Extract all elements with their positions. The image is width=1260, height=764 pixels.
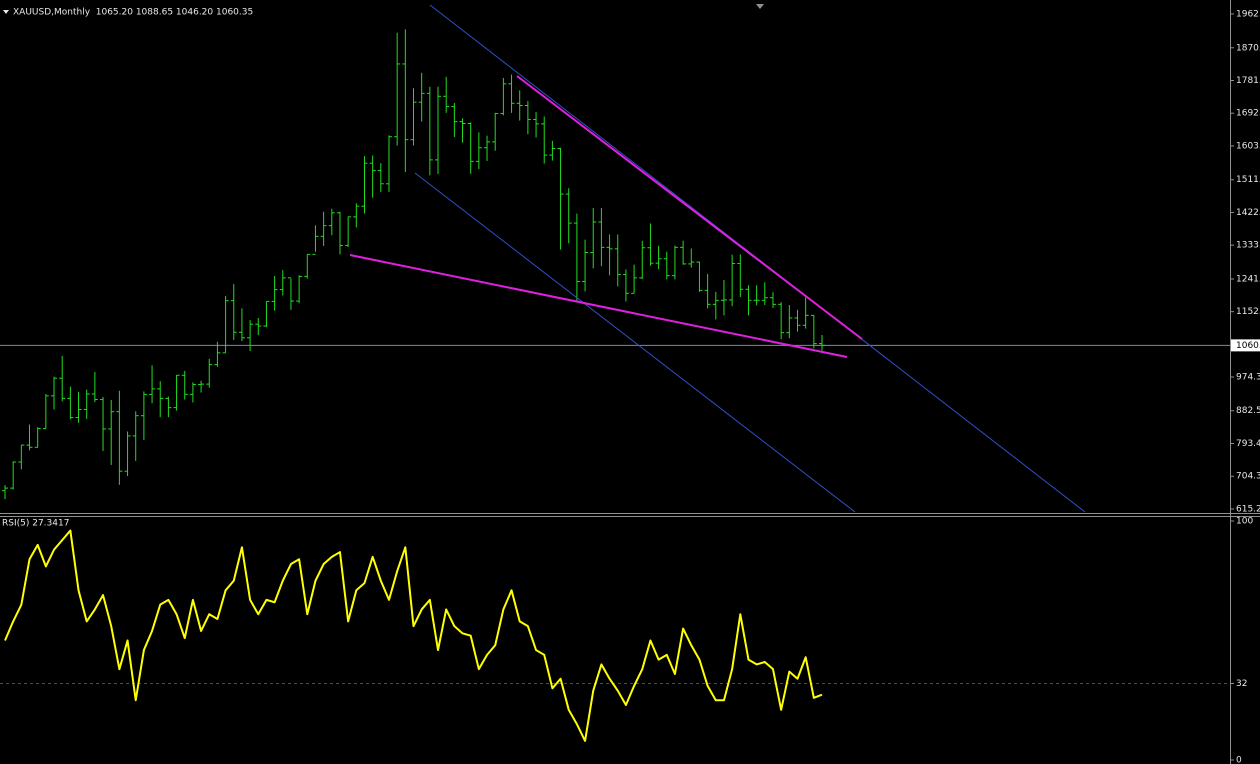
- price-marker: [1231, 339, 1260, 352]
- y-tick-label: 1422.: [1236, 208, 1260, 218]
- y-tick-label: 1781.: [1236, 76, 1260, 86]
- trend-objects: [349, 4, 1086, 513]
- y-tick-label: 1692.: [1236, 109, 1260, 119]
- y-tick-label: 1511.: [1236, 175, 1260, 185]
- y-tick-label: 1870.: [1236, 43, 1260, 53]
- y-tick-label: 0: [1236, 756, 1242, 764]
- channel-line: [414, 172, 856, 513]
- rsi-legend: RSI(5) 27.3417: [2, 519, 69, 529]
- rsi-line: [4, 529, 823, 742]
- y-tick-label: 1603.: [1236, 141, 1260, 151]
- trend-line: [516, 75, 863, 340]
- y-tick-label: 32: [1236, 679, 1247, 689]
- price-legend: XAUUSD,Monthly 1065.20 1088.65 1046.20 1…: [13, 8, 253, 18]
- y-tick-label: 793.4: [1236, 439, 1260, 449]
- y-tick-label: 704.3: [1236, 472, 1260, 482]
- price-marker-label: 1060.: [1236, 341, 1260, 351]
- y-tick-label: 974.3: [1236, 373, 1260, 383]
- y-tick-label: 882.5: [1236, 406, 1260, 416]
- trend-line: [349, 254, 848, 358]
- y-tick-label: 1962.: [1236, 9, 1260, 19]
- y-tick-label: 1241.: [1236, 274, 1260, 284]
- y-tick-label: 615.2: [1236, 504, 1260, 514]
- y-tick-label: 1152.: [1236, 307, 1260, 317]
- y-tick-label: 100: [1236, 517, 1253, 527]
- shift-marker: [756, 4, 764, 9]
- menu-arrow[interactable]: [3, 10, 9, 14]
- y-tick-label: 1333.: [1236, 241, 1260, 251]
